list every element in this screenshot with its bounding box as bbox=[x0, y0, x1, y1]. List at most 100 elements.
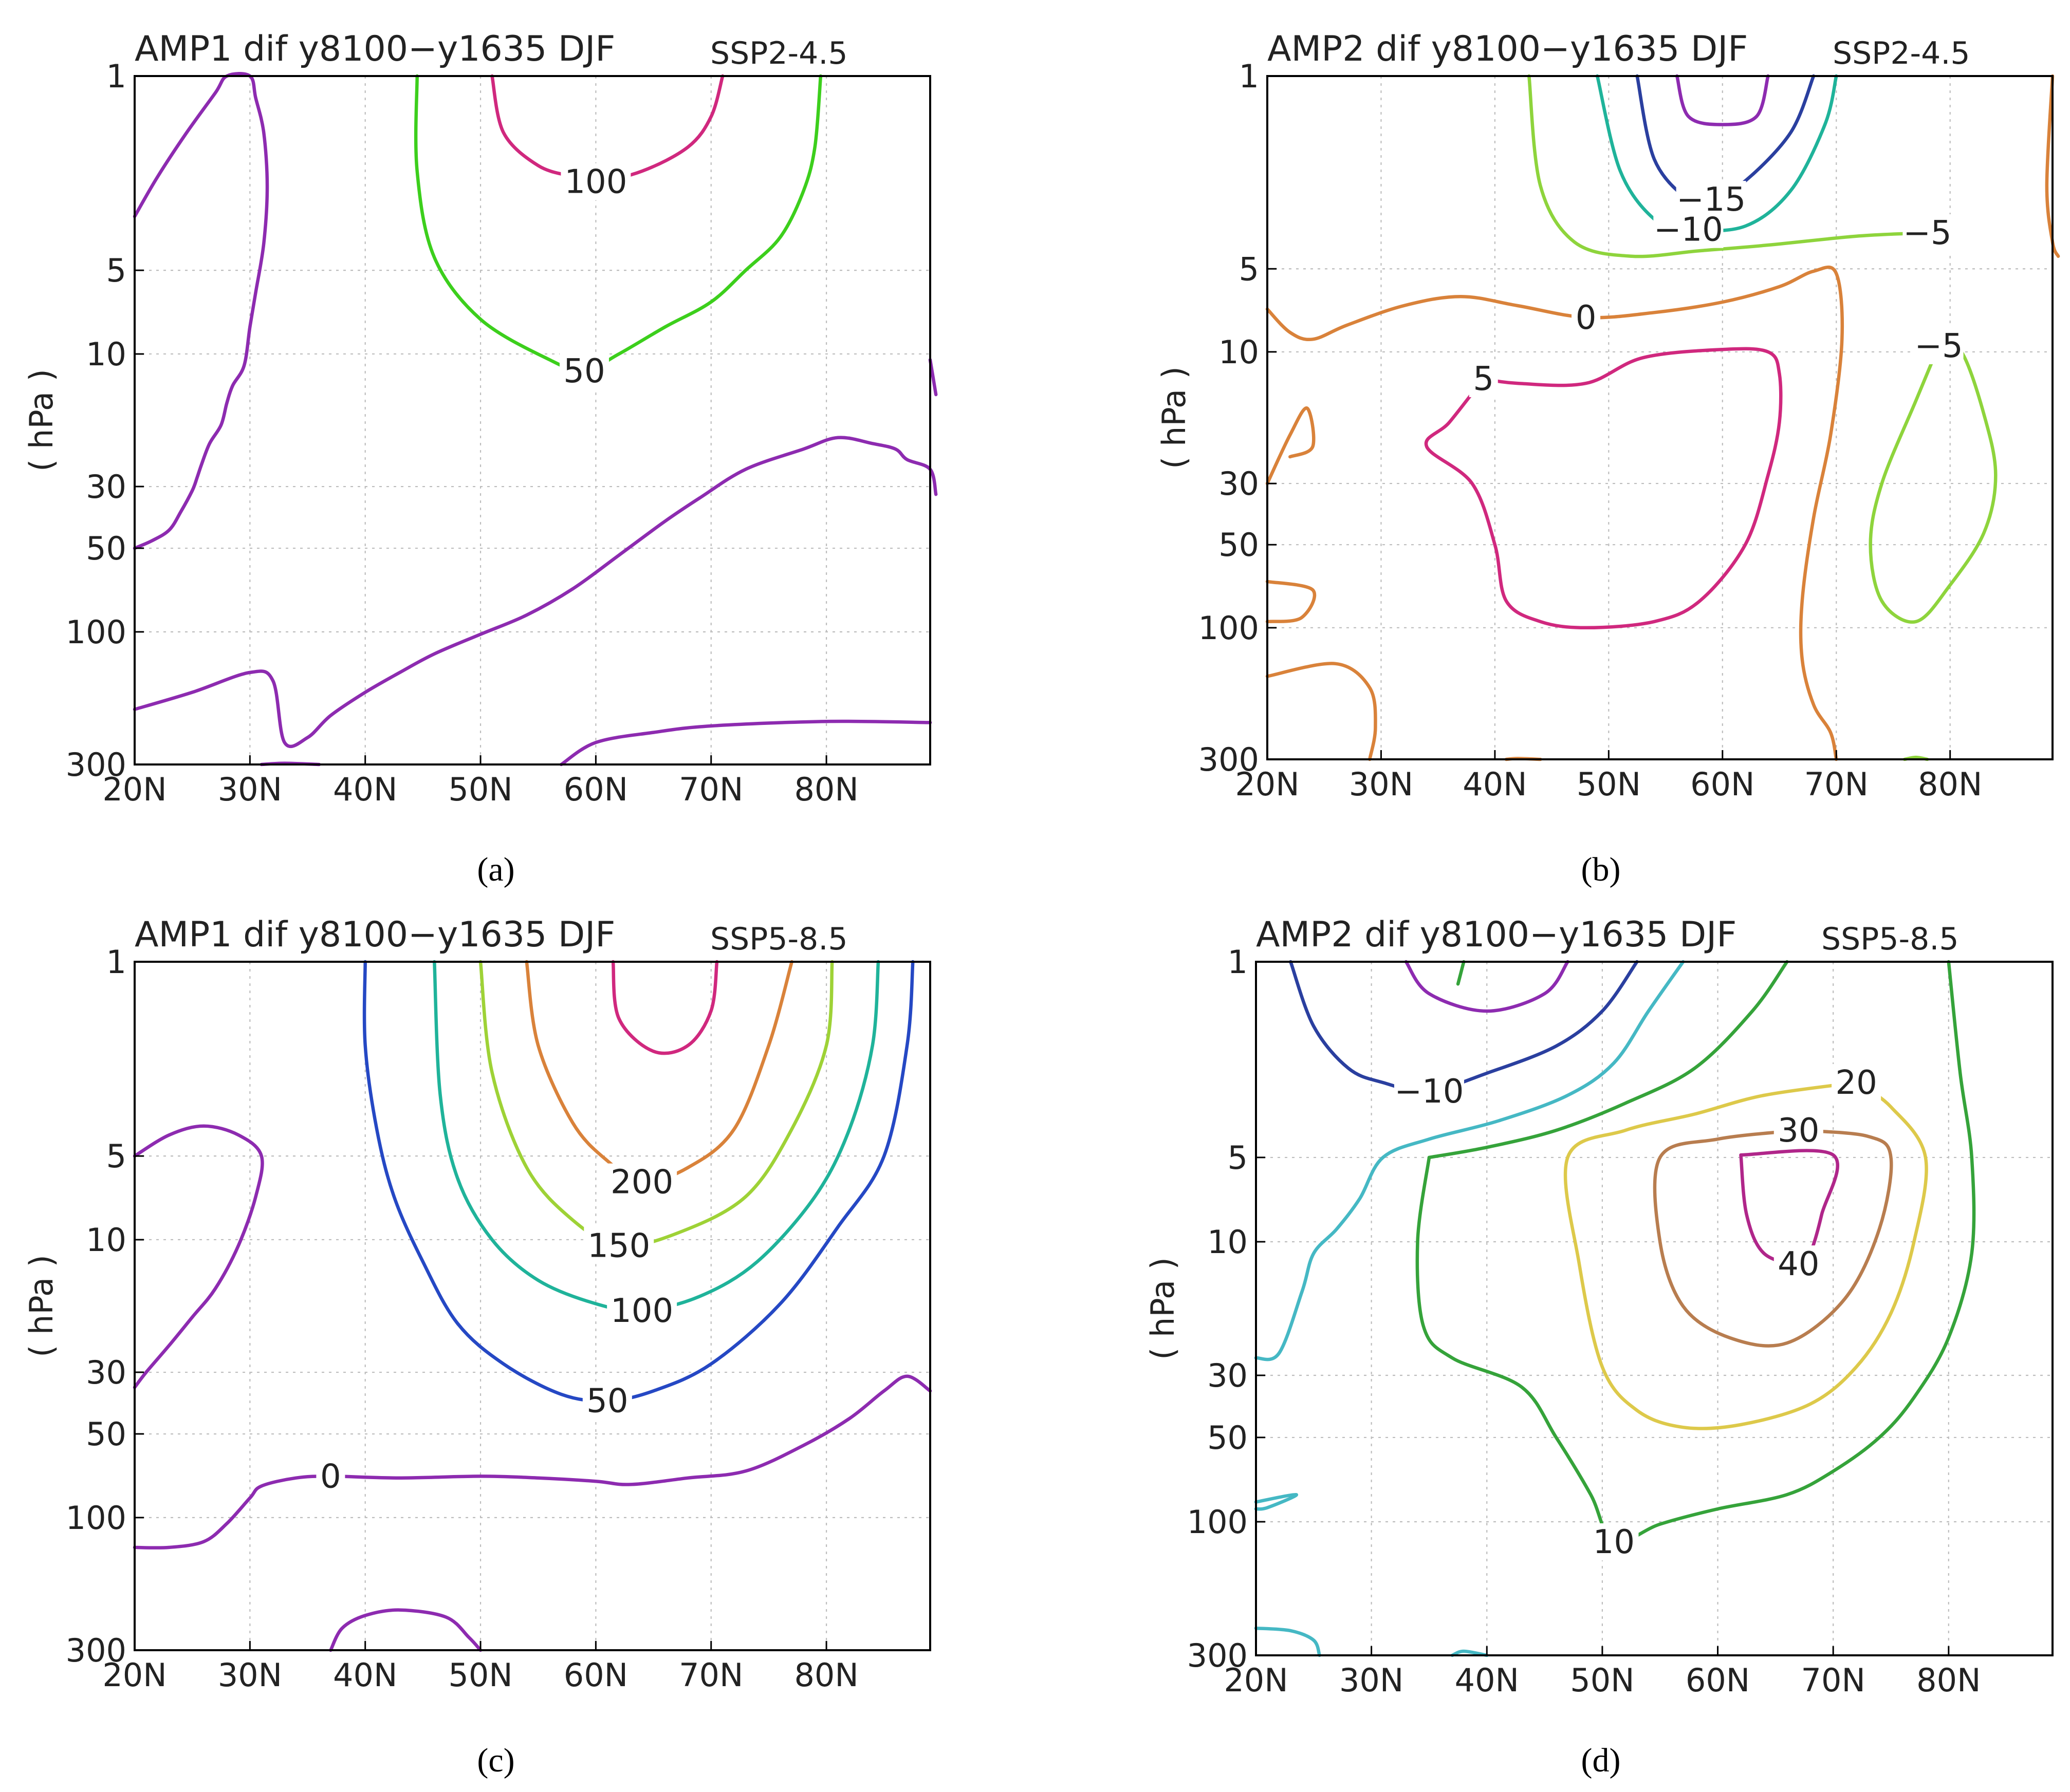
contour-line-0 bbox=[1254, 1626, 1321, 1657]
y-axis-label: ( hPa ) bbox=[1144, 1257, 1181, 1360]
contour-line-0 bbox=[133, 1124, 264, 1389]
x-tick-label: 20N bbox=[1224, 1662, 1288, 1699]
y-tick-label: 30 bbox=[86, 468, 126, 506]
contour-labels: −15−10 −5−505 bbox=[1469, 181, 1964, 398]
contour-line-0 bbox=[133, 436, 938, 749]
contour-label-bg bbox=[584, 1227, 654, 1264]
contour-label: 50 bbox=[586, 1383, 628, 1421]
contour-line-250 bbox=[611, 960, 719, 1055]
x-tick-label: 20N bbox=[1235, 766, 1299, 803]
contour-lines bbox=[1265, 74, 2060, 761]
x-tick-label: 30N bbox=[218, 1656, 282, 1694]
scenario-label: SSP2-4.5 bbox=[710, 35, 848, 71]
contour-label-bg bbox=[1589, 1523, 1639, 1561]
contour-label: 20 bbox=[1835, 1064, 1877, 1102]
panel-d: 20N 30N 40N 50N 60N 70N 80N 1 5 10 30 50 100 300 −10 1… bbox=[1144, 914, 2054, 1699]
contour-label-bg bbox=[1773, 1245, 1823, 1283]
contour-label: 200 bbox=[611, 1164, 673, 1202]
contour-label: 30 bbox=[1778, 1112, 1819, 1150]
caption-c: (c) bbox=[477, 1742, 514, 1779]
x-tick-label: 80N bbox=[794, 771, 858, 808]
panel-title: AMP2 dif y8100−y1635 DJF bbox=[1267, 29, 1748, 69]
contour-label: 10 bbox=[1593, 1523, 1635, 1561]
y-tick-label: 100 bbox=[1198, 609, 1259, 647]
x-tick-label: 50N bbox=[448, 771, 512, 808]
x-tick-label: 50N bbox=[1577, 766, 1641, 803]
contour-line-0 bbox=[1254, 1492, 1298, 1511]
contour-label: 0 bbox=[320, 1458, 341, 1496]
x-tick-label: 70N bbox=[1804, 766, 1869, 803]
y-tick-label: 100 bbox=[66, 1499, 126, 1537]
caption-d: (d) bbox=[1581, 1742, 1621, 1779]
plot-frame bbox=[1266, 75, 2054, 760]
contour-line-200 bbox=[525, 960, 794, 1184]
x-tick-label: 80N bbox=[1916, 1662, 1981, 1699]
x-tick-label: 40N bbox=[333, 1656, 397, 1694]
contour-line-0 bbox=[1265, 580, 1317, 624]
contour-label-bg bbox=[582, 1382, 632, 1420]
y-tick-label: 5 bbox=[106, 252, 126, 289]
contour-line-0 bbox=[133, 72, 269, 550]
x-tick-label: 70N bbox=[1801, 1662, 1865, 1699]
contour-label-bg bbox=[1653, 211, 1724, 248]
x-tick-label: 80N bbox=[1918, 766, 1982, 803]
contour-line-10 bbox=[1427, 960, 1789, 1160]
x-tick-label: 30N bbox=[1339, 1662, 1403, 1699]
contour-line-neg5 bbox=[1527, 74, 1929, 258]
contour-label-bg bbox=[1773, 1112, 1823, 1149]
y-tick-label: 50 bbox=[1218, 526, 1259, 564]
panel-title: AMP2 dif y8100−y1635 DJF bbox=[1256, 914, 1736, 955]
y-tick-label: 50 bbox=[86, 1415, 126, 1453]
contour-line-30 bbox=[1653, 1128, 1893, 1348]
y-tick-label: 300 bbox=[1198, 741, 1259, 778]
x-tick-label: 80N bbox=[794, 1656, 858, 1694]
contour-label: −5 bbox=[1903, 214, 1951, 252]
contour-label: 150 bbox=[587, 1227, 650, 1265]
y-axis-label: ( hPa ) bbox=[23, 369, 60, 472]
x-tick-label: 30N bbox=[1349, 766, 1413, 803]
contour-line-0 bbox=[329, 1608, 483, 1652]
contour-label: −10 bbox=[1654, 211, 1723, 249]
contour-line-0 bbox=[1450, 1649, 1489, 1657]
contour-label: 0 bbox=[1576, 299, 1597, 337]
contour-line-0 bbox=[2045, 74, 2060, 258]
x-tick-label: 20N bbox=[102, 1656, 167, 1694]
contour-label-bg bbox=[1914, 327, 1964, 364]
x-tick-label: 20N bbox=[102, 771, 167, 808]
contour-line-100 bbox=[433, 960, 880, 1313]
plot-frame bbox=[134, 75, 931, 766]
contour-label-bg bbox=[1469, 360, 1498, 397]
x-tick-label: 40N bbox=[333, 771, 397, 808]
y-tick-label: 50 bbox=[1207, 1419, 1248, 1457]
contour-label-bg bbox=[607, 1292, 677, 1330]
x-tick-label: 30N bbox=[218, 771, 282, 808]
x-tick-label: 60N bbox=[1686, 1662, 1750, 1699]
y-tick-label: 5 bbox=[1239, 250, 1259, 288]
contour-label: 50 bbox=[563, 352, 605, 390]
contour-label-bg bbox=[561, 163, 631, 200]
x-tick-label: 50N bbox=[448, 1656, 512, 1694]
contour-label: 100 bbox=[611, 1292, 673, 1330]
x-tick-label: 40N bbox=[1463, 766, 1527, 803]
x-tick-label: 60N bbox=[564, 1656, 628, 1694]
y-tick-label: 10 bbox=[86, 335, 126, 373]
contour-label: 5 bbox=[1473, 360, 1494, 398]
y-tick-label: 100 bbox=[1187, 1503, 1248, 1541]
contour-line-5 bbox=[1424, 347, 1783, 630]
y-axis-label: ( hPa ) bbox=[23, 1255, 60, 1357]
contour-label: 40 bbox=[1778, 1245, 1819, 1283]
contour-label-bg bbox=[1902, 214, 1952, 252]
contour-labels: 0 50 100 150 200 bbox=[316, 1163, 677, 1496]
y-tick-label: 30 bbox=[1207, 1357, 1248, 1394]
y-tick-label: 1 bbox=[1228, 943, 1248, 981]
contour-lines bbox=[133, 72, 938, 767]
caption-a: (a) bbox=[477, 851, 514, 888]
panel-title: AMP1 dif y8100−y1635 DJF bbox=[135, 29, 615, 69]
x-tick-label: 60N bbox=[1690, 766, 1754, 803]
contour-line-10 bbox=[1415, 960, 1976, 1544]
contour-line-50 bbox=[414, 74, 823, 373]
contour-lines bbox=[133, 960, 932, 1652]
contour-label-bg bbox=[316, 1458, 345, 1495]
